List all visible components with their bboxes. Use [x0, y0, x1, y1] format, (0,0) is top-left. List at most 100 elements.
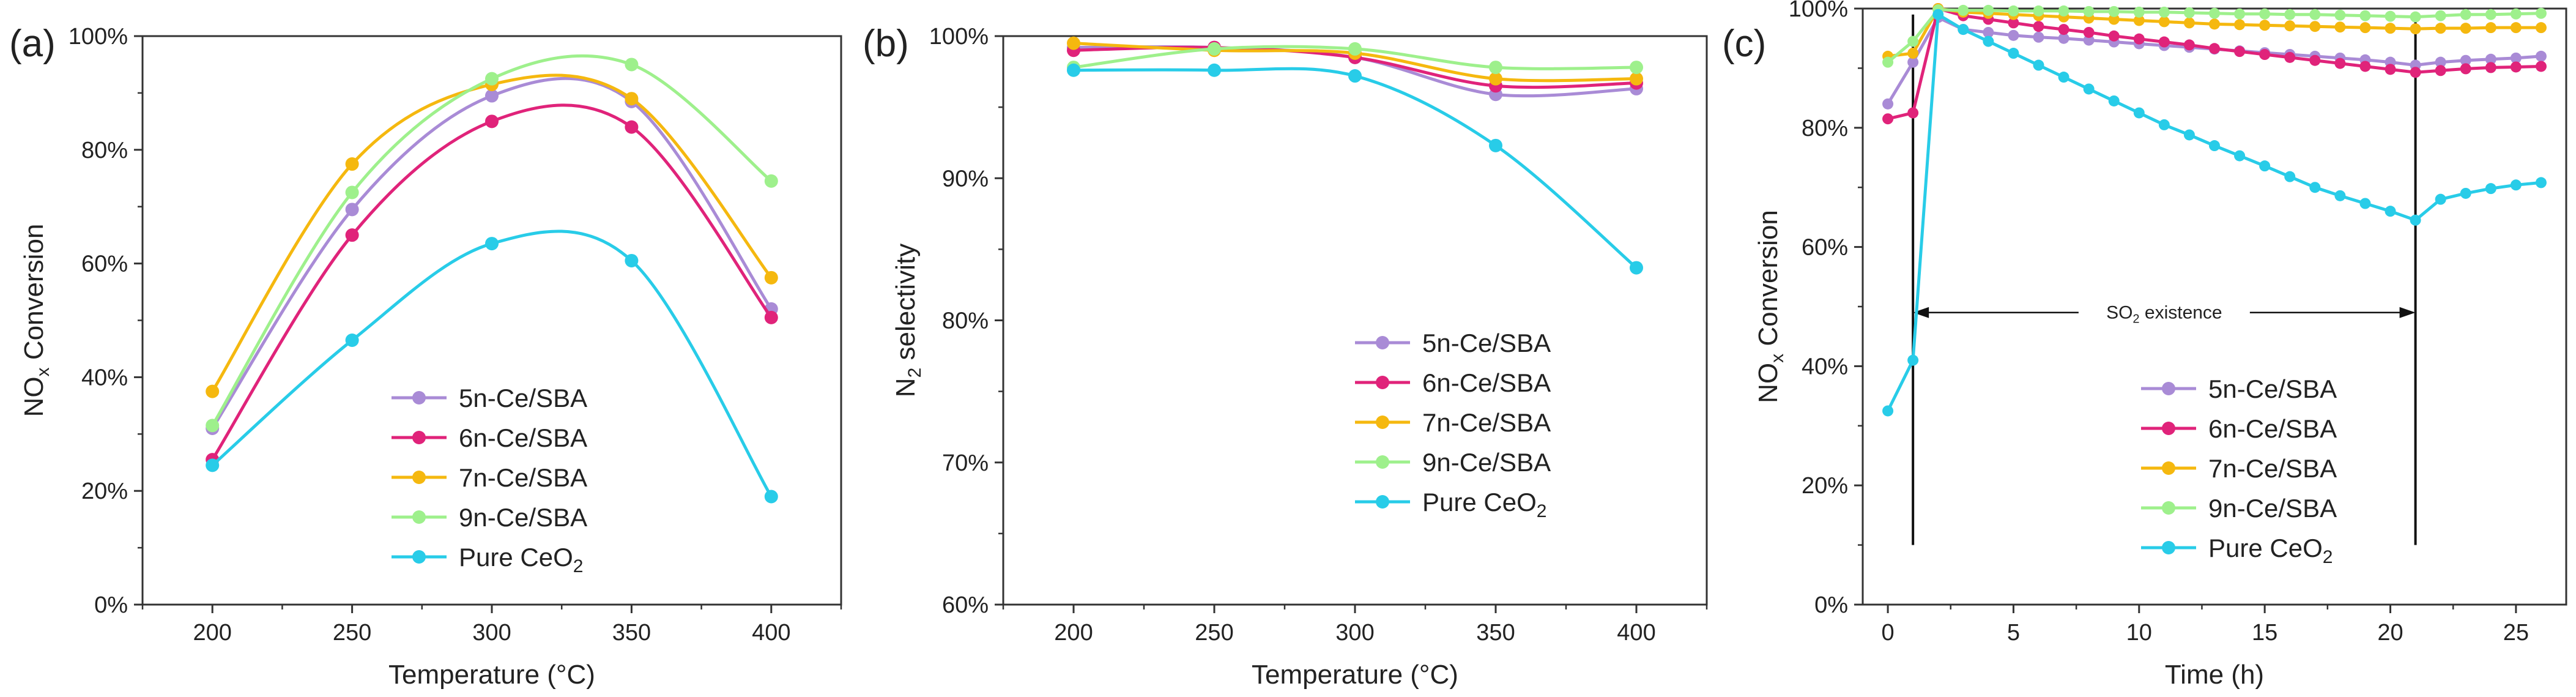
data-point	[2485, 53, 2496, 65]
data-point	[2133, 6, 2145, 18]
data-point	[2284, 20, 2296, 32]
data-point	[2309, 182, 2321, 193]
data-point	[2209, 18, 2220, 30]
data-point	[2385, 64, 2396, 75]
data-point	[2083, 26, 2095, 38]
legend-label: 5n-Ce/SBA	[1422, 329, 1551, 357]
data-point	[2108, 6, 2120, 17]
x-tick-label: 10	[2126, 620, 2152, 646]
data-point	[2359, 10, 2371, 21]
legend-item-6n: 6n-Ce/SBA	[1355, 368, 1551, 397]
data-point	[2460, 187, 2471, 199]
data-point	[2108, 13, 2120, 25]
data-point	[345, 157, 359, 171]
legend-label-sub: 2	[573, 556, 584, 576]
data-point	[2535, 22, 2547, 34]
data-point	[2359, 61, 2371, 72]
x-tick-label: 350	[612, 620, 651, 646]
y-tick-label: 60%	[81, 252, 128, 277]
legend-label-main: 9n-Ce/SBA	[459, 503, 587, 532]
y-axis-title-main: N	[891, 378, 921, 397]
data-point	[2485, 183, 2496, 195]
data-point	[2284, 9, 2296, 20]
y-tick-label: 20%	[81, 479, 128, 504]
data-point	[1882, 113, 1894, 125]
data-point	[2058, 5, 2069, 17]
data-point	[2284, 51, 2296, 63]
data-point	[2410, 11, 2421, 23]
data-point	[2460, 9, 2471, 20]
y-tick-label: 70%	[942, 450, 989, 476]
data-point	[1907, 354, 1919, 366]
data-point	[2183, 39, 2195, 51]
series-9n	[1067, 42, 1643, 75]
legend-label: Pure CeO2	[459, 543, 583, 576]
legend-marker	[2162, 541, 2175, 554]
legend-label-main: 7n-Ce/SBA	[2208, 454, 2337, 483]
annotation-text-main: SO	[2106, 303, 2132, 323]
data-point	[2083, 6, 2095, 17]
legend-label-main: 6n-Ce/SBA	[459, 423, 587, 452]
panel-label: (b)	[863, 23, 909, 65]
series-5n	[206, 76, 778, 436]
legend-marker	[1376, 495, 1389, 509]
data-point	[2460, 54, 2471, 66]
x-tick-label: 0	[1882, 620, 1895, 646]
data-point	[2234, 150, 2246, 162]
data-point	[2033, 5, 2044, 17]
data-point	[2259, 8, 2271, 20]
legend-label: 5n-Ce/SBA	[2208, 375, 2337, 403]
legend-label-main: 5n-Ce/SBA	[1422, 329, 1551, 357]
legend-label: 7n-Ce/SBA	[459, 463, 587, 492]
data-point	[625, 92, 639, 106]
legend-label: 9n-Ce/SBA	[1422, 448, 1551, 477]
legend-marker	[2162, 422, 2175, 435]
y-tick-label: 0%	[1814, 592, 1848, 618]
data-point	[2158, 6, 2170, 18]
data-point	[2309, 9, 2321, 20]
y-tick-label: 60%	[1802, 235, 1848, 261]
legend-item-5n: 5n-Ce/SBA	[1355, 329, 1551, 357]
data-point	[2209, 7, 2220, 19]
data-point	[2435, 65, 2446, 76]
data-point	[2158, 36, 2170, 48]
x-tick-label: 15	[2252, 620, 2277, 646]
data-point	[2083, 34, 2095, 46]
data-point	[345, 334, 359, 348]
arrow-head-left	[1913, 307, 1929, 318]
legend-marker	[412, 510, 426, 524]
data-point	[345, 203, 359, 217]
y-tick-label: 90%	[942, 166, 989, 192]
data-point	[1983, 4, 1994, 16]
data-point	[625, 58, 639, 72]
data-point	[1208, 63, 1221, 77]
data-point	[2284, 171, 2296, 182]
data-point	[1983, 26, 1994, 38]
y-tick-label: 80%	[81, 138, 128, 163]
data-point	[2008, 29, 2019, 41]
legend-item-6n: 6n-Ce/SBA	[392, 423, 587, 452]
series-line	[210, 54, 773, 427]
x-tick-label: 300	[472, 620, 511, 646]
legend-label-main: Pure CeO	[459, 543, 573, 572]
y-tick-label: 80%	[942, 308, 989, 334]
x-tick-label: 200	[193, 620, 231, 646]
legend-marker	[1376, 455, 1389, 469]
legend-label-main: 5n-Ce/SBA	[2208, 375, 2337, 403]
data-point	[1983, 35, 1994, 47]
data-point	[1882, 56, 1894, 68]
x-tick-label: 350	[1476, 620, 1515, 646]
y-tick-label: 100%	[1789, 0, 1848, 22]
y-tick-label: 60%	[942, 592, 989, 618]
data-point	[206, 419, 220, 433]
legend-label: 9n-Ce/SBA	[459, 503, 587, 532]
data-point	[2033, 31, 2044, 43]
data-point	[2183, 17, 2195, 29]
legend-label: Pure CeO2	[1422, 488, 1546, 521]
data-point	[2309, 54, 2321, 66]
data-point	[2410, 214, 2421, 226]
legend-label: Pure CeO2	[2208, 534, 2333, 567]
legend-label-main: 6n-Ce/SBA	[2208, 414, 2337, 443]
data-point	[1348, 42, 1362, 56]
data-point	[2334, 21, 2346, 33]
